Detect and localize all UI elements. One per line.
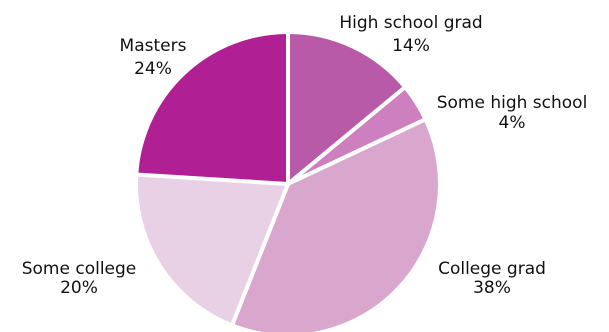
pie-slice-some-college — [134, 172, 291, 328]
slice-value-college-grad: 38% — [473, 278, 511, 298]
pie-slice-college-grad — [229, 116, 442, 332]
slice-label-some-college: Some college — [22, 259, 137, 279]
slice-value-some-high-school: 4% — [499, 113, 526, 133]
slice-value-some-college: 20% — [60, 278, 98, 298]
slice-label-high-school-grad: High school grad — [339, 13, 482, 33]
pie-slices — [134, 29, 442, 332]
slice-label-masters: Masters — [120, 36, 187, 56]
slice-label-some-high-school: Some high school — [437, 93, 588, 113]
pie-slice-high-school-grad — [286, 29, 408, 189]
slice-value-masters: 24% — [134, 59, 172, 79]
slice-value-high-school-grad: 14% — [392, 36, 430, 56]
pie-slice-masters — [134, 29, 290, 187]
slice-label-college-grad: College grad — [438, 259, 546, 279]
